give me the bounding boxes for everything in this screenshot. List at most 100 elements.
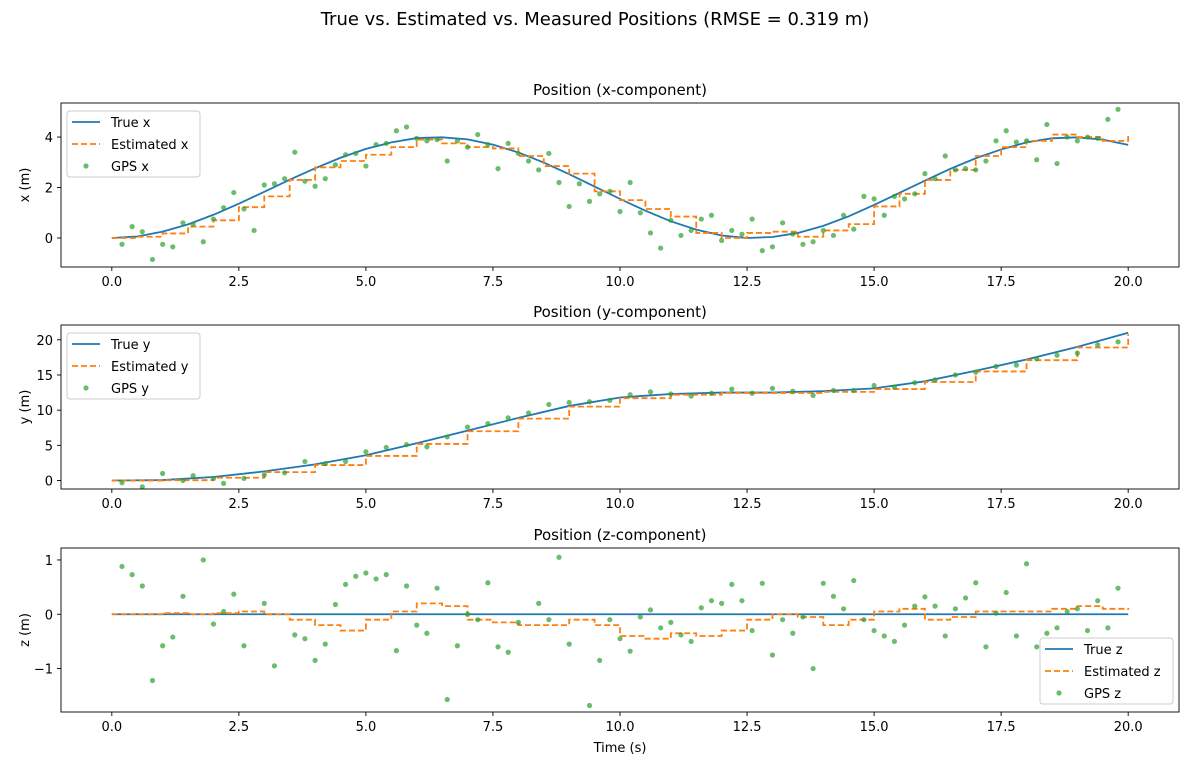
gps-point — [525, 410, 532, 416]
subplot-title: Position (y-component) — [533, 303, 707, 321]
gps-point — [1105, 116, 1111, 122]
gps-point — [282, 470, 288, 476]
x-tick-label: 15.0 — [860, 720, 889, 735]
gps-point — [525, 158, 532, 164]
gps-point — [952, 606, 959, 612]
gps-point — [688, 638, 694, 645]
gps-point — [830, 387, 837, 394]
y-tick-label: 0 — [45, 475, 53, 490]
gps-point — [810, 665, 816, 672]
gps-point — [1074, 606, 1080, 612]
gps-point — [424, 138, 430, 144]
gps-point — [403, 583, 410, 589]
y-axis-label: y (m) — [18, 390, 33, 425]
x-tick-label: 15.0 — [860, 275, 889, 290]
gps-point — [190, 221, 196, 227]
gps-point — [475, 131, 481, 138]
gps-point — [342, 458, 349, 465]
gps-point — [149, 256, 156, 263]
gps-point — [830, 232, 837, 239]
gps-point — [160, 241, 166, 247]
gps-point — [221, 608, 227, 615]
gps-point — [912, 603, 918, 609]
gps-point — [160, 470, 166, 477]
gps-point — [342, 152, 349, 158]
gps-point — [322, 641, 328, 647]
legend-marker — [83, 385, 89, 391]
gps-point — [993, 363, 999, 370]
x-tick-label: 17.5 — [987, 720, 1016, 735]
gps-point — [271, 181, 278, 187]
gps-point — [485, 142, 491, 148]
subplot-3: Position (z-component)0.0 2.5 5.0 7.5 10.0 12… — [18, 526, 1180, 756]
y-axis-label: z (m) — [18, 613, 33, 647]
gps-point — [952, 372, 959, 378]
gps-point — [363, 570, 369, 576]
x-tick-label: 5.0 — [356, 720, 377, 735]
axes-frame — [60, 547, 1180, 713]
gps-point — [282, 176, 288, 182]
gps-point — [698, 605, 704, 611]
x-tick-label: 0.0 — [101, 275, 122, 290]
gps-point — [241, 475, 247, 482]
x-tick-label: 2.5 — [229, 720, 250, 735]
gps-point — [160, 643, 166, 649]
x-tick-label: 17.5 — [987, 497, 1016, 512]
gps-point — [1003, 128, 1009, 134]
x-tick-label: 12.5 — [733, 275, 762, 290]
x-axis-label: Time (s) — [593, 741, 647, 756]
gps-point — [302, 458, 308, 465]
gps-point — [780, 220, 786, 226]
gps-point — [312, 183, 318, 189]
gps-point — [1115, 339, 1121, 345]
gps-point — [1034, 356, 1040, 362]
gps-point — [820, 580, 826, 586]
gps-point — [1064, 134, 1070, 140]
y-tick-label: 10 — [36, 404, 53, 419]
legend-frame — [1039, 637, 1174, 705]
gps-point — [932, 377, 938, 383]
x-tick-label: 20.0 — [1114, 497, 1143, 512]
gps-point — [932, 603, 938, 609]
gps-point — [739, 231, 745, 237]
gps-point — [180, 477, 186, 484]
gps-point — [546, 401, 552, 408]
gps-point — [607, 617, 613, 623]
gps-point — [668, 619, 674, 625]
gps-point — [261, 472, 267, 478]
gps-point — [1105, 625, 1111, 631]
gps-point — [180, 220, 186, 226]
gps-point — [221, 205, 227, 211]
gps-point — [576, 181, 582, 187]
figure-title: True vs. Estimated vs. Measured Position… — [320, 9, 870, 30]
gps-point — [658, 245, 664, 251]
gps-point — [363, 163, 369, 169]
gps-point — [393, 128, 399, 134]
gps-point — [170, 634, 176, 640]
gps-point — [302, 178, 308, 184]
gps-point — [678, 232, 684, 239]
x-tick-label: 17.5 — [987, 275, 1016, 290]
gps-point — [790, 388, 796, 394]
gps-point — [719, 237, 725, 244]
gps-point — [830, 593, 837, 599]
gps-point — [556, 554, 562, 560]
legend-marker — [1056, 690, 1062, 696]
gps-point — [475, 617, 481, 623]
gps-point — [383, 444, 389, 451]
y-tick-label: 0 — [45, 608, 53, 623]
gps-point — [769, 244, 776, 250]
gps-point — [241, 643, 247, 649]
gps-point — [647, 607, 654, 613]
gps-point — [1095, 135, 1101, 141]
gps-point — [485, 580, 491, 586]
legend-label: Estimated z — [1084, 665, 1161, 680]
gps-point — [546, 150, 552, 157]
gps-point — [891, 384, 898, 390]
gps-point — [1054, 625, 1060, 631]
gps-point — [942, 633, 948, 639]
gps-point — [424, 630, 430, 636]
gps-point — [536, 600, 542, 606]
y-tick-label: 0 — [45, 232, 53, 247]
axes-frame — [60, 102, 1180, 268]
